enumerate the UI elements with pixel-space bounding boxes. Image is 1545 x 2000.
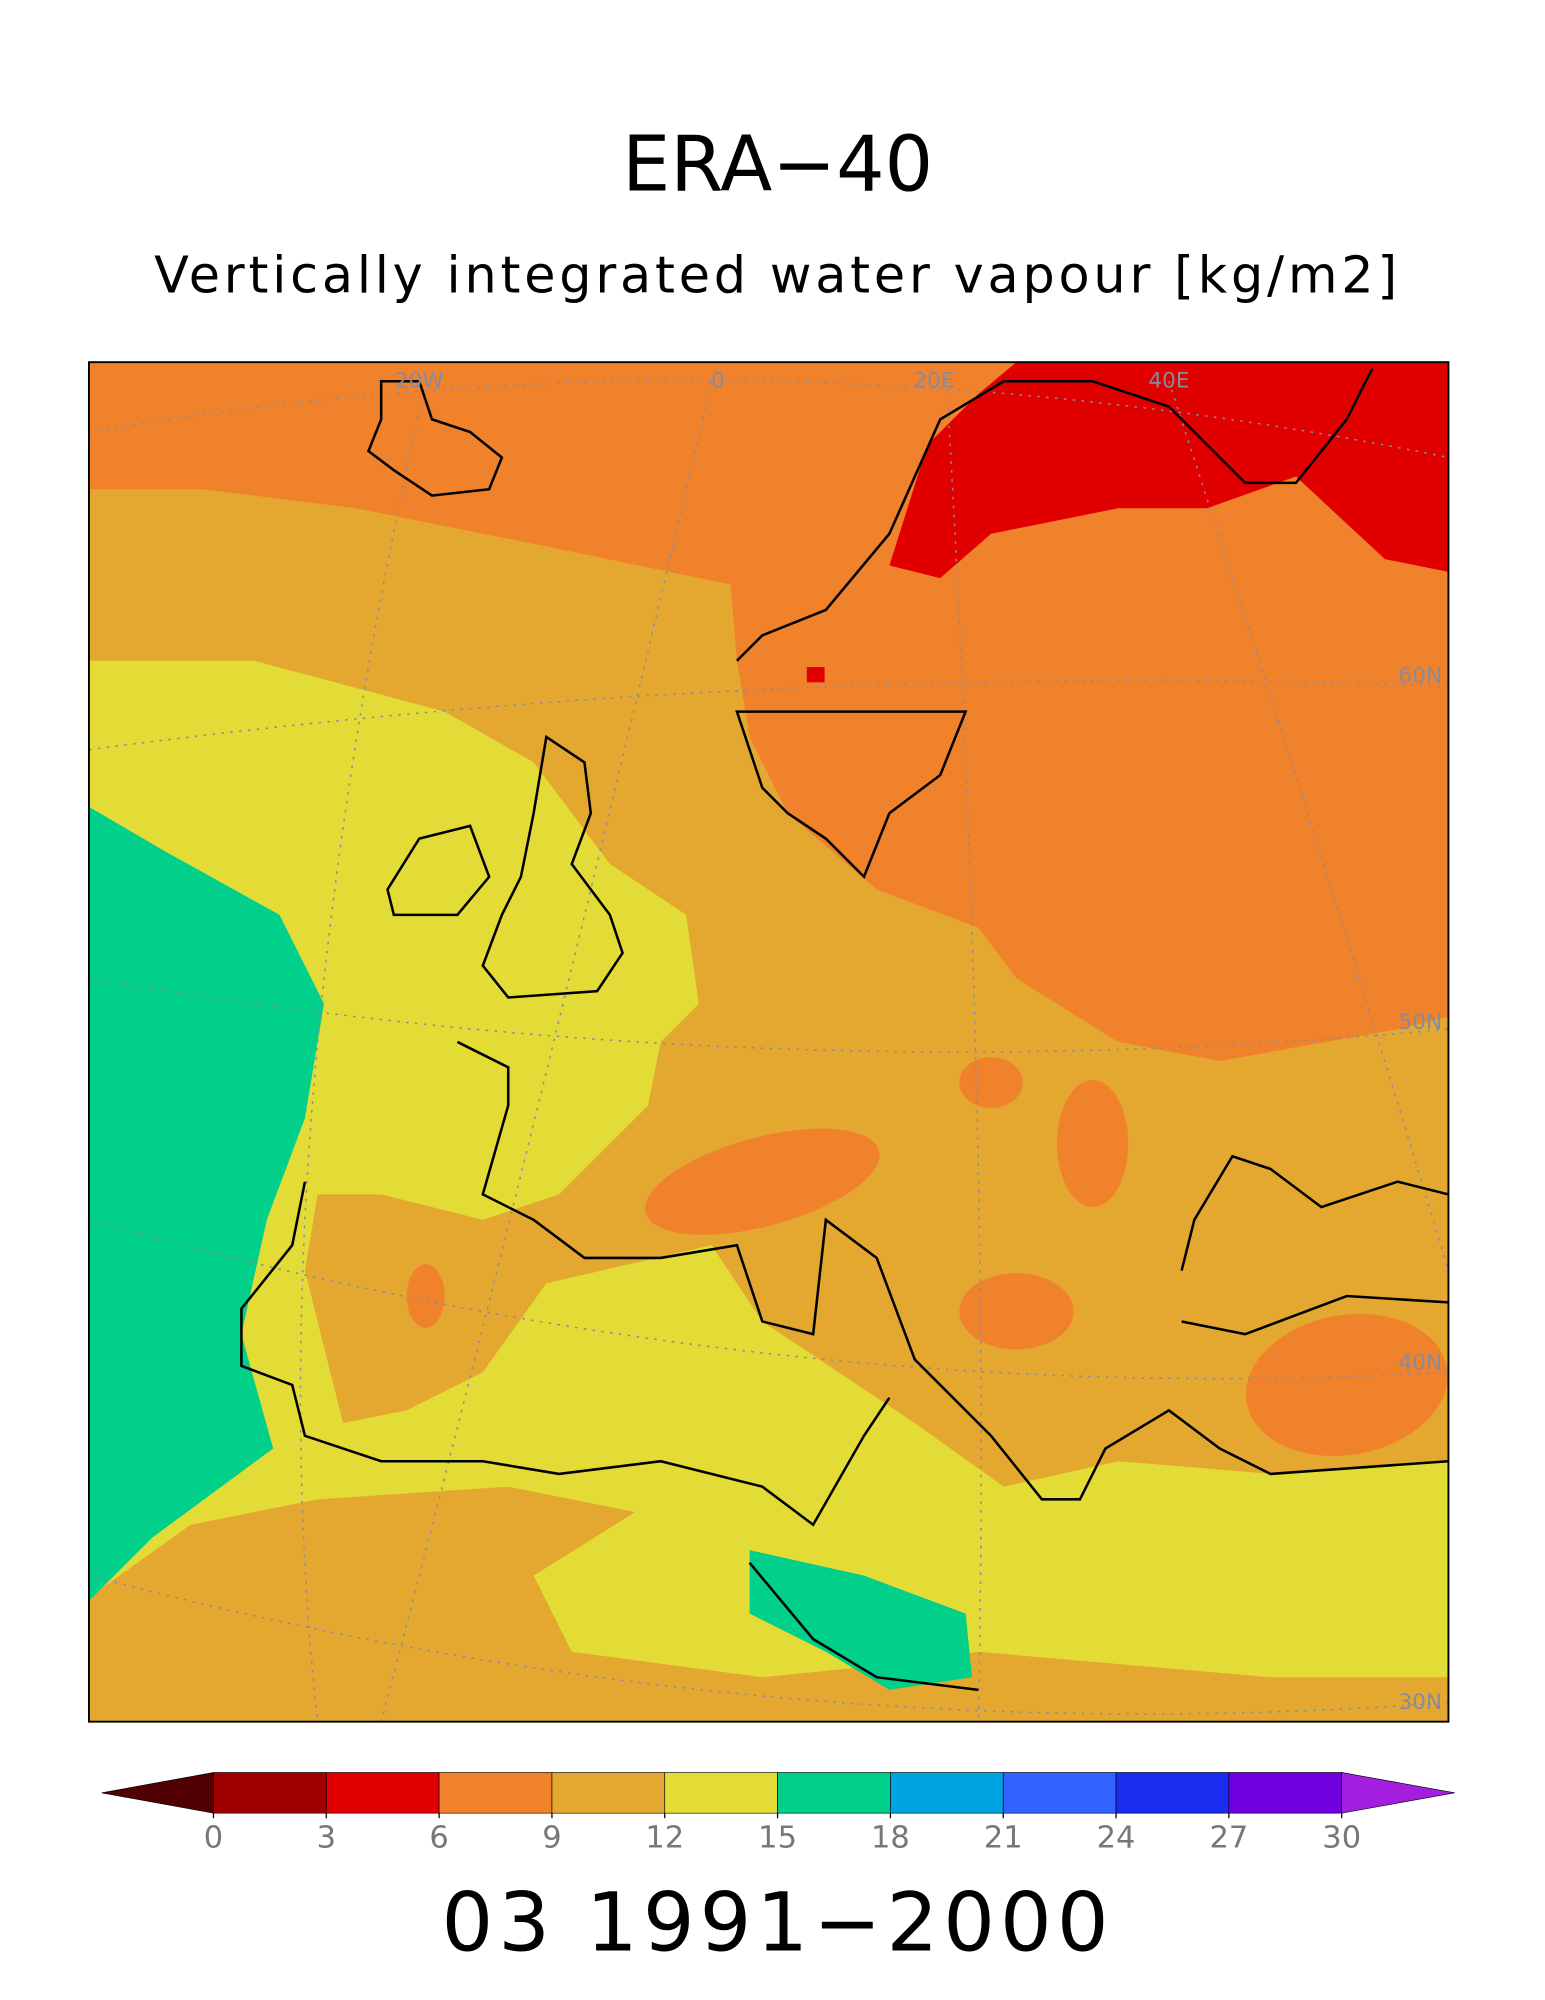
- colorbar-tick-label: 21: [984, 1820, 1023, 1855]
- coastline: [481, 734, 624, 999]
- coastline: [1180, 1154, 1449, 1336]
- shaded-region: [1245, 1313, 1448, 1457]
- colorbar-tick-label: 6: [429, 1820, 448, 1855]
- coastline: [386, 824, 491, 917]
- graticule-label: 20E: [913, 369, 954, 394]
- graticule: [299, 381, 427, 1722]
- colorbar-box: [213, 1772, 327, 1814]
- colorbar-box: [664, 1772, 778, 1814]
- colorbar: 0 3 6 9 12 15 18 21 24 27 30: [101, 1772, 1455, 1855]
- colorbar-tick-label: 24: [1097, 1820, 1136, 1855]
- graticule: [88, 1574, 1449, 1715]
- shaded-region: [806, 667, 825, 683]
- colorbar-tick-label: 12: [645, 1820, 684, 1855]
- map-frame: [87, 361, 1450, 1723]
- subtitle: Vertically integrated water vapour [kg/m…: [154, 245, 1401, 304]
- graticule-label: 20W: [395, 369, 444, 394]
- shaded-region: [645, 1128, 880, 1235]
- colorbar-over: [1341, 1772, 1455, 1814]
- colorbar-under: [101, 1772, 214, 1814]
- graticule-label: 40E: [1148, 369, 1189, 394]
- colorbar-box: [325, 1772, 440, 1814]
- graticule-label: 50N: [1398, 1010, 1442, 1035]
- colorbar-box: [1002, 1772, 1117, 1814]
- colorbar-tick-label: 15: [758, 1820, 797, 1855]
- graticule: [1168, 381, 1449, 1271]
- colorbar-tick-label: 27: [1209, 1820, 1248, 1855]
- shaded-region: [959, 1273, 1074, 1350]
- colorbar-tick-label: 18: [871, 1820, 910, 1855]
- colorbar-tick-label: 0: [204, 1820, 223, 1855]
- coastline: [735, 367, 1374, 880]
- colorbar-box: [1228, 1772, 1343, 1814]
- graticule: [945, 381, 982, 1722]
- shaded-region: [1057, 1080, 1129, 1208]
- map: [88, 362, 1449, 1722]
- shaded-region: [959, 1057, 1023, 1108]
- shaded-region: [406, 1264, 445, 1328]
- colorbar-tick-label: 30: [1322, 1820, 1361, 1855]
- colorbar-box: [551, 1772, 666, 1814]
- colorbar-box: [890, 1772, 1004, 1814]
- coastline: [366, 379, 504, 497]
- graticule-label: 30N: [1398, 1690, 1442, 1715]
- shaded-region: [749, 1550, 972, 1690]
- map-overlay: [88, 367, 1449, 1722]
- period-label: 03 1991−2000: [441, 1876, 1113, 1970]
- colorbar-box: [777, 1772, 891, 1814]
- colorbar-box: [1115, 1772, 1230, 1814]
- graticule-label: 40N: [1398, 1351, 1442, 1376]
- colorbar-tick-label: 3: [317, 1820, 336, 1855]
- graticule-label: 0: [711, 369, 725, 394]
- graticule-label: 60N: [1398, 663, 1442, 688]
- colorbar-tick-label: 9: [542, 1820, 561, 1855]
- shaded-region: [889, 362, 1449, 579]
- coastline: [240, 1040, 1449, 1692]
- title: ERA−40: [622, 120, 933, 209]
- colorbar-box: [438, 1772, 553, 1814]
